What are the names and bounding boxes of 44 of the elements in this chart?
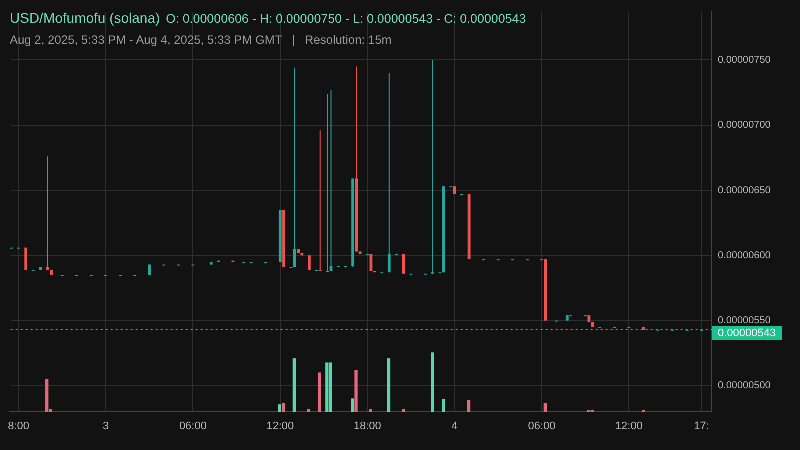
y-tick-label: 0.00000650 [718, 185, 772, 196]
y-tick-label: 0.00000700 [718, 120, 772, 132]
y-tick-label: 0.00000600 [718, 250, 772, 262]
bar [292, 358, 296, 412]
candlestick [293, 68, 296, 268]
x-tick-label: 12:00 [615, 420, 643, 433]
bar [387, 358, 391, 412]
x-tick-label: 4 [452, 420, 458, 433]
bar [431, 352, 434, 412]
chart-title: USD/Mofumofu (solana) [10, 10, 160, 26]
bar [544, 403, 547, 412]
x-tick-label: 06:00 [528, 420, 556, 433]
bar [369, 409, 372, 412]
bar [282, 403, 286, 412]
y-tick-label: 0.00000550 [718, 316, 772, 327]
bar [354, 370, 358, 412]
text: Aug 2, 2025, 5:33 PM - Aug 4, 2025, 5:33 PM GMT | Resolution: 15m [10, 33, 393, 47]
annotation: O: 0.00000606 - H: 0.00000750 - L: 0.00000543 - C: 0.00000543 [166, 12, 526, 26]
bar [318, 372, 322, 412]
bar [467, 400, 471, 412]
bar [442, 399, 446, 412]
candlestick [46, 156, 50, 270]
y-tick-label: 0.00000500 [718, 380, 772, 392]
bar [351, 398, 354, 412]
candlestick [402, 254, 406, 274]
bar [326, 362, 329, 412]
candlestick [432, 60, 434, 274]
y-tick-label: 0.00000750 [718, 54, 772, 66]
x-tick-label: 3 [102, 420, 110, 433]
candlestick [24, 247, 28, 270]
candlestick [326, 94, 330, 272]
candlestick [308, 255, 311, 270]
bar [329, 362, 332, 412]
ref-line-label: 0.00000543 [718, 327, 776, 340]
x-tick-label: 17: [694, 420, 710, 433]
bar [278, 404, 282, 412]
x-tick-label: 8:00 [8, 420, 30, 433]
candlestick [388, 72, 391, 274]
x-tick-label: 12:00 [266, 420, 294, 433]
x-tick-label: 06:00 [179, 420, 207, 433]
candlestick [330, 90, 333, 272]
candlestick [318, 130, 322, 272]
bar [46, 379, 49, 412]
x-tick-label: 18:00 [354, 420, 382, 433]
